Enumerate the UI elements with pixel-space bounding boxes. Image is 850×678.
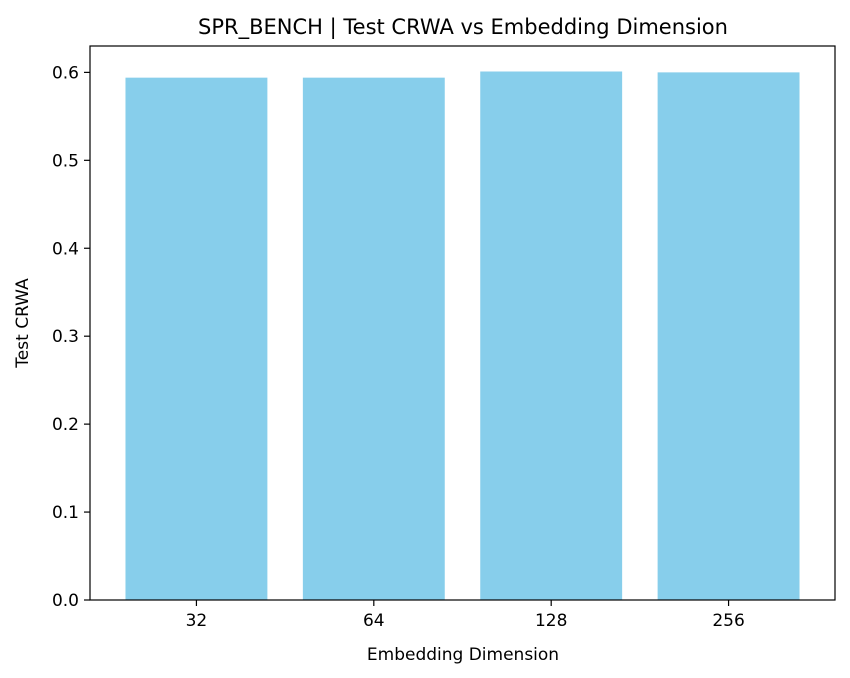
y-tick-label: 0.3	[52, 327, 79, 347]
y-axis: 0.0 0.1 0.2 0.3 0.4 0.5 0.6	[52, 63, 90, 611]
bars-group	[125, 71, 800, 600]
x-tick-label: 256	[712, 611, 744, 631]
bar-32	[125, 77, 268, 600]
chart-title: SPR_BENCH | Test CRWA vs Embedding Dimen…	[198, 15, 728, 40]
y-tick-label: 0.4	[52, 239, 79, 259]
x-tick-label: 128	[535, 611, 567, 631]
plot-frame	[89, 45, 836, 601]
bar-256	[657, 72, 800, 600]
x-axis-label: Embedding Dimension	[367, 645, 559, 665]
y-tick-label: 0.1	[52, 503, 79, 523]
bar-64	[302, 77, 445, 600]
y-axis-label: Test CRWA	[13, 278, 33, 369]
y-tick-label: 0.5	[52, 151, 79, 171]
y-tick-label: 0.0	[52, 591, 79, 611]
x-tick-label: 64	[363, 611, 385, 631]
y-tick-label: 0.6	[52, 63, 79, 83]
bar-128	[480, 71, 623, 600]
y-tick-label: 0.2	[52, 415, 79, 435]
x-axis: 32 64 128 256	[186, 600, 745, 631]
x-tick-label: 32	[186, 611, 208, 631]
